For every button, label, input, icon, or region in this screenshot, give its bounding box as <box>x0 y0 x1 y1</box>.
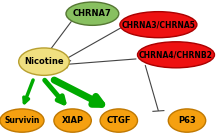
Text: Survivin: Survivin <box>4 116 40 125</box>
Ellipse shape <box>0 109 44 132</box>
Ellipse shape <box>100 109 138 132</box>
Ellipse shape <box>138 42 214 68</box>
Text: CHRNA4/CHRNB2: CHRNA4/CHRNB2 <box>139 50 213 59</box>
Text: Nicotine: Nicotine <box>24 57 64 66</box>
Text: XIAP: XIAP <box>62 116 84 125</box>
Text: CTGF: CTGF <box>106 116 131 125</box>
Ellipse shape <box>168 109 206 132</box>
Text: P63: P63 <box>178 116 196 125</box>
Ellipse shape <box>19 48 69 75</box>
Text: CHRNA3/CHRNA5: CHRNA3/CHRNA5 <box>121 20 195 29</box>
Ellipse shape <box>120 12 197 38</box>
Text: CHRNA7: CHRNA7 <box>73 9 112 18</box>
Ellipse shape <box>54 109 91 132</box>
Ellipse shape <box>66 2 119 25</box>
